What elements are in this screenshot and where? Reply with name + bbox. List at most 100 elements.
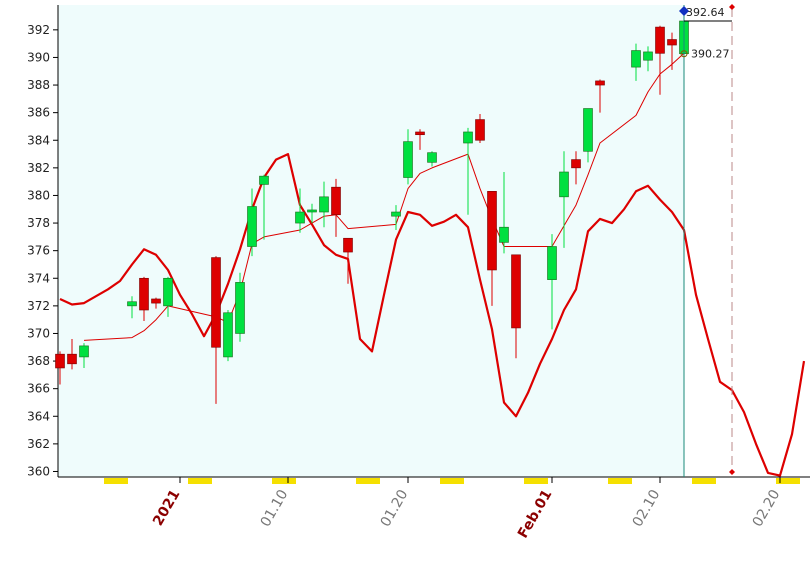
weekend-marker <box>524 478 548 484</box>
candle-body <box>247 206 257 247</box>
candle <box>307 203 317 224</box>
candle-body <box>547 246 557 280</box>
y-tick-label: 390 <box>27 50 50 64</box>
y-tick-label: 360 <box>27 464 50 478</box>
candle-body <box>235 282 245 334</box>
y-tick-label: 378 <box>27 216 50 230</box>
y-tick-label: 388 <box>27 78 50 92</box>
candle <box>595 79 605 113</box>
candle-body <box>631 50 641 68</box>
candle <box>79 343 89 368</box>
candle <box>295 188 305 233</box>
price-marker <box>680 50 688 58</box>
candle <box>259 174 269 240</box>
candle-body <box>331 186 341 216</box>
candle-body <box>343 237 353 253</box>
candle <box>235 272 245 342</box>
weekend-marker <box>104 478 128 484</box>
candle <box>427 151 437 167</box>
y-tick-label: 382 <box>27 161 50 175</box>
y-tick-label: 380 <box>27 188 50 202</box>
candle <box>391 205 401 230</box>
candle <box>511 254 521 359</box>
candle-body <box>67 353 77 365</box>
candle <box>127 296 137 319</box>
candle-body <box>475 119 485 141</box>
candle <box>403 129 413 185</box>
y-tick-label: 392 <box>27 23 50 37</box>
candle <box>631 43 641 81</box>
candle-body <box>79 345 89 358</box>
candle-body <box>223 312 233 358</box>
candle <box>319 181 329 228</box>
candle <box>487 191 497 306</box>
weekend-markers <box>104 478 800 484</box>
plot-area <box>58 5 684 477</box>
candle <box>571 151 581 185</box>
y-tick-label: 376 <box>27 244 50 258</box>
candle-body <box>499 226 509 243</box>
candle-body <box>655 26 665 54</box>
y-tick-label: 362 <box>27 437 50 451</box>
weekend-marker <box>608 478 632 484</box>
weekend-marker <box>776 478 800 484</box>
indicator-line <box>83 52 685 341</box>
candle-body <box>319 196 329 213</box>
candle <box>655 25 665 95</box>
candle-body <box>259 175 269 185</box>
candle-body <box>643 51 653 61</box>
forecast-diamond <box>729 469 735 475</box>
candle-body <box>463 131 473 144</box>
candle-body <box>595 80 605 86</box>
price-diamond <box>679 6 689 17</box>
candle <box>223 310 233 362</box>
candle <box>499 171 509 254</box>
candle <box>475 114 485 144</box>
indicator-line <box>59 153 806 477</box>
candle <box>151 297 161 309</box>
candle <box>559 151 569 248</box>
y-tick-label: 374 <box>27 271 50 285</box>
candle-body <box>559 171 569 198</box>
candle <box>547 234 557 330</box>
candle <box>247 188 257 257</box>
weekend-marker <box>692 478 716 484</box>
candle-body <box>415 131 425 136</box>
candle-body <box>55 353 65 369</box>
candle-body <box>583 108 593 152</box>
candle <box>643 46 653 72</box>
price-label: 392.64 <box>686 6 725 19</box>
candle-body <box>127 301 137 307</box>
candle <box>55 351 65 385</box>
candle <box>163 276 173 317</box>
y-tick-label: 368 <box>27 354 50 368</box>
candle-body <box>511 254 521 329</box>
candle-body <box>487 191 497 271</box>
candle <box>331 178 341 237</box>
candle <box>67 338 77 370</box>
candle <box>343 237 353 284</box>
y-tick-label: 372 <box>27 299 50 313</box>
candle-body <box>391 211 401 217</box>
weekend-marker <box>188 478 212 484</box>
candle <box>583 108 593 163</box>
candle <box>667 32 677 70</box>
candle-body <box>163 277 173 307</box>
candle-body <box>427 152 437 163</box>
y-tick-label: 386 <box>27 106 50 120</box>
candle <box>415 129 425 150</box>
candle-body <box>307 209 317 213</box>
candle-body <box>139 277 149 311</box>
y-tick-label: 384 <box>27 133 50 147</box>
candle-body <box>211 257 221 348</box>
candle <box>463 127 473 215</box>
candle-body <box>403 141 413 178</box>
forecast-diamond <box>729 4 735 10</box>
weekend-marker <box>356 478 380 484</box>
y-tick-label: 364 <box>27 409 50 423</box>
y-tick-label: 370 <box>27 326 50 340</box>
weekend-marker <box>440 478 464 484</box>
price-label: 390.27 <box>691 48 730 61</box>
y-tick-label: 366 <box>27 382 50 396</box>
